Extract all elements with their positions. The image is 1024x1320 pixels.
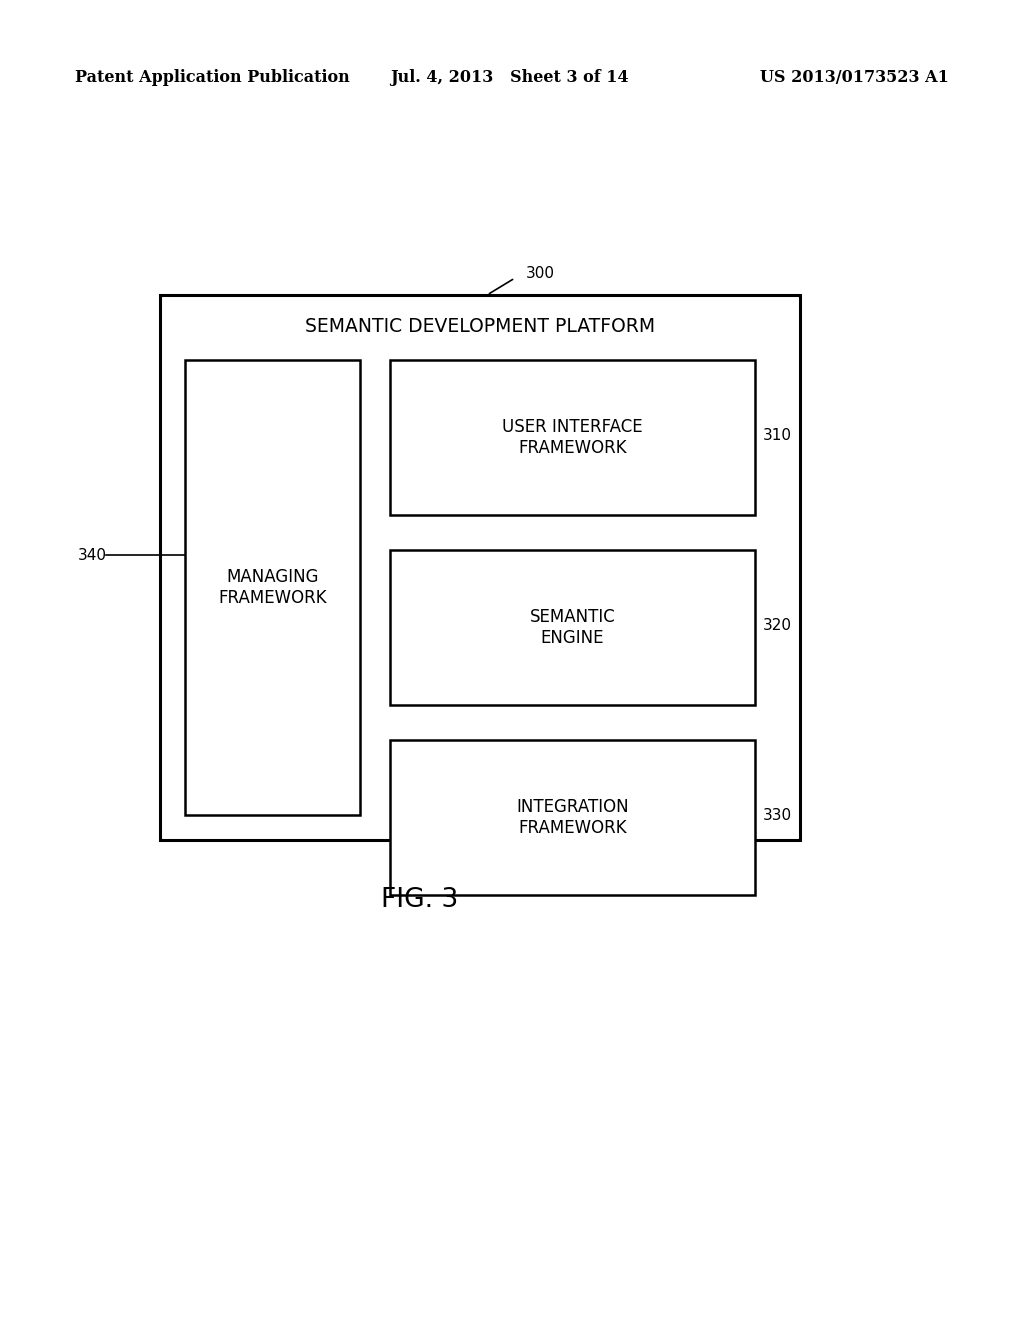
Text: SEMANTIC
ENGINE: SEMANTIC ENGINE [529, 609, 615, 647]
Text: Jul. 4, 2013   Sheet 3 of 14: Jul. 4, 2013 Sheet 3 of 14 [390, 70, 629, 87]
Bar [185, 360, 360, 814]
Text: SEMANTIC DEVELOPMENT PLATFORM: SEMANTIC DEVELOPMENT PLATFORM [305, 318, 655, 337]
Text: 330: 330 [763, 808, 793, 822]
Text: 310: 310 [763, 428, 792, 442]
Text: USER INTERFACE
FRAMEWORK: USER INTERFACE FRAMEWORK [502, 418, 643, 457]
Bar [390, 741, 755, 895]
Bar [390, 360, 755, 515]
Text: FIG. 3: FIG. 3 [381, 887, 459, 913]
Bar [160, 294, 800, 840]
Bar [390, 550, 755, 705]
Text: INTEGRATION
FRAMEWORK: INTEGRATION FRAMEWORK [516, 799, 629, 837]
Text: MANAGING
FRAMEWORK: MANAGING FRAMEWORK [218, 568, 327, 607]
Text: 320: 320 [763, 618, 792, 632]
Text: 340: 340 [78, 548, 106, 562]
Text: Patent Application Publication: Patent Application Publication [75, 70, 350, 87]
Text: 300: 300 [526, 265, 555, 281]
Text: US 2013/0173523 A1: US 2013/0173523 A1 [760, 70, 949, 87]
